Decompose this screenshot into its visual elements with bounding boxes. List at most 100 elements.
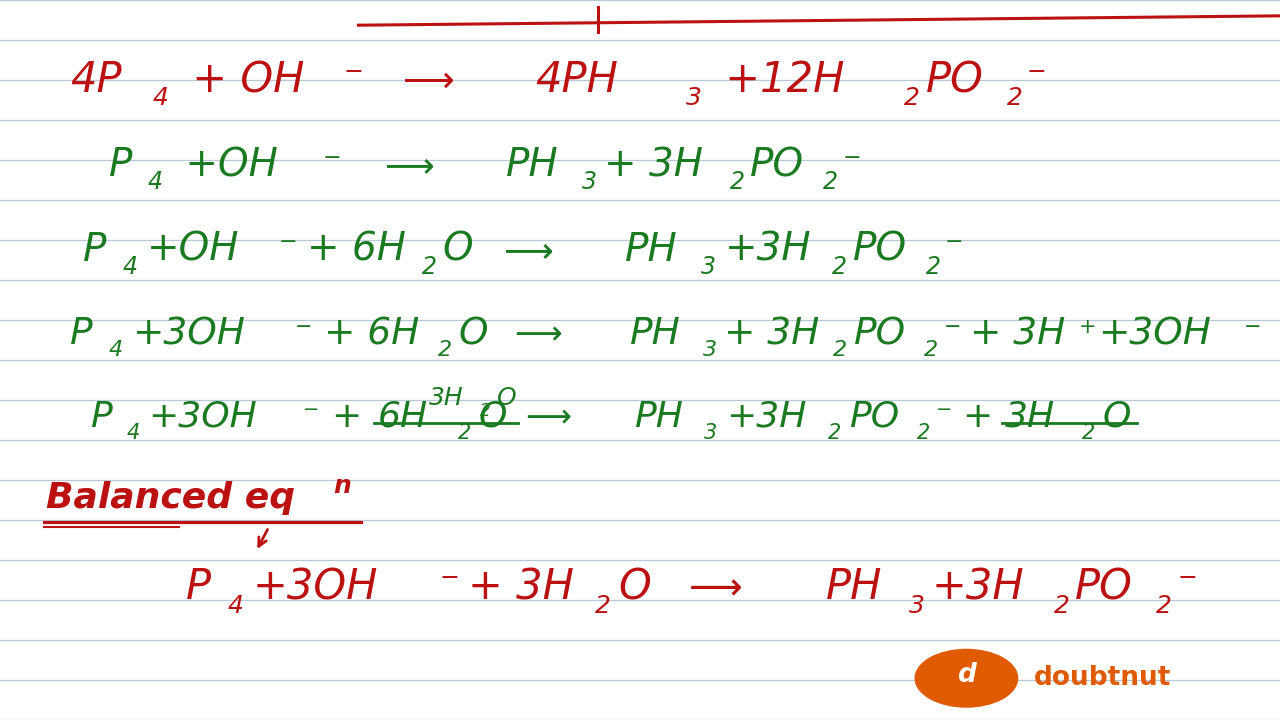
Text: ⟶: ⟶ [503,233,553,268]
Text: PH: PH [625,230,677,269]
Text: 2: 2 [1082,423,1094,444]
Text: PO: PO [852,230,906,269]
Text: 2: 2 [1156,594,1171,618]
Text: +: + [332,400,362,434]
Text: PO: PO [925,59,983,101]
Text: 4: 4 [109,341,123,361]
Text: −: − [439,567,458,590]
Text: +OH: +OH [147,230,239,269]
Text: 2: 2 [595,594,611,618]
Text: −: − [1244,317,1262,337]
Text: PO: PO [854,316,906,352]
Text: −: − [323,148,342,168]
Text: −: − [945,233,964,253]
Text: + 6H: + 6H [307,230,406,269]
Text: P: P [186,566,211,608]
Text: 3H: 3H [1005,400,1055,434]
Text: PH: PH [826,566,882,608]
Text: 4: 4 [152,86,168,110]
Text: −: − [842,148,861,168]
Text: 4: 4 [228,594,243,618]
Text: PH: PH [506,146,558,184]
Text: −: − [279,233,298,253]
Text: 2: 2 [823,171,838,194]
Text: 3H: 3H [429,387,463,410]
Text: +3OH: +3OH [148,400,257,434]
Text: Balanced eq: Balanced eq [46,481,296,515]
Text: ⟶: ⟶ [689,571,742,607]
Text: 2: 2 [438,341,452,361]
Text: 4PH: 4PH [535,59,618,101]
Text: O: O [443,230,474,269]
Text: −: − [943,317,961,337]
Text: 2: 2 [458,423,471,444]
Text: P: P [109,146,132,184]
Text: 3: 3 [703,341,717,361]
Text: 2: 2 [925,255,941,279]
Text: O: O [1102,400,1130,434]
Text: PH: PH [630,316,681,352]
Text: −: − [1027,60,1046,84]
Text: +12H: +12H [712,59,844,101]
Text: +3H: +3H [932,566,1024,608]
Text: +3OH: +3OH [252,566,378,608]
Text: 4P: 4P [70,59,122,101]
Text: 2: 2 [904,86,919,110]
Text: +: + [1079,317,1097,337]
Text: n: n [333,474,351,498]
Text: +3H: +3H [724,230,812,269]
Text: +: + [963,400,993,434]
Text: 3: 3 [704,423,717,444]
Text: + 6H: + 6H [324,316,420,352]
Text: PH: PH [634,400,682,434]
Text: PO: PO [849,400,899,434]
Text: + 3H: + 3H [970,316,1066,352]
Text: +3OH: +3OH [1098,316,1211,352]
Text: P: P [90,400,111,434]
Text: O: O [497,387,516,410]
Text: 2: 2 [832,255,847,279]
Text: 2: 2 [916,423,929,444]
Text: 4: 4 [147,171,163,194]
Text: 4: 4 [123,255,138,279]
Text: ⟶: ⟶ [384,149,434,184]
Text: 2: 2 [422,255,438,279]
Text: ⟶: ⟶ [403,65,454,99]
Text: +3OH: +3OH [132,316,244,352]
Text: PO: PO [750,146,804,184]
Text: O: O [479,400,507,434]
Text: 2: 2 [730,171,745,194]
Text: + 3H: + 3H [604,146,703,184]
Circle shape [915,649,1018,707]
Text: PO: PO [1075,566,1133,608]
Text: −: − [1178,567,1197,590]
Text: 3: 3 [701,255,717,279]
Text: 6H: 6H [378,400,428,434]
Text: P: P [70,316,93,352]
Text: doubtnut: doubtnut [1034,665,1171,691]
Text: 2: 2 [833,341,847,361]
Text: + 3H: + 3H [468,566,575,608]
Text: + OH: + OH [179,59,305,101]
Text: 2: 2 [828,423,841,444]
Text: 4: 4 [127,423,140,444]
Text: −: − [343,60,362,84]
Text: O: O [618,566,652,608]
Text: ⟶: ⟶ [525,403,571,434]
Text: 3: 3 [582,171,598,194]
Text: 2: 2 [480,402,490,420]
Text: d: d [957,662,975,688]
Text: O: O [458,316,488,352]
Text: −: − [303,400,320,420]
Text: 2: 2 [924,341,938,361]
Text: 2: 2 [1053,594,1069,618]
Text: + 3H: + 3H [724,316,820,352]
Text: +OH: +OH [173,146,278,184]
Text: 2: 2 [1007,86,1023,110]
Text: P: P [83,230,106,269]
Text: −: − [294,317,312,337]
Text: −: − [936,400,952,420]
Text: ⟶: ⟶ [515,318,562,351]
Text: +3H: +3H [726,400,806,434]
Text: 3: 3 [686,86,701,110]
